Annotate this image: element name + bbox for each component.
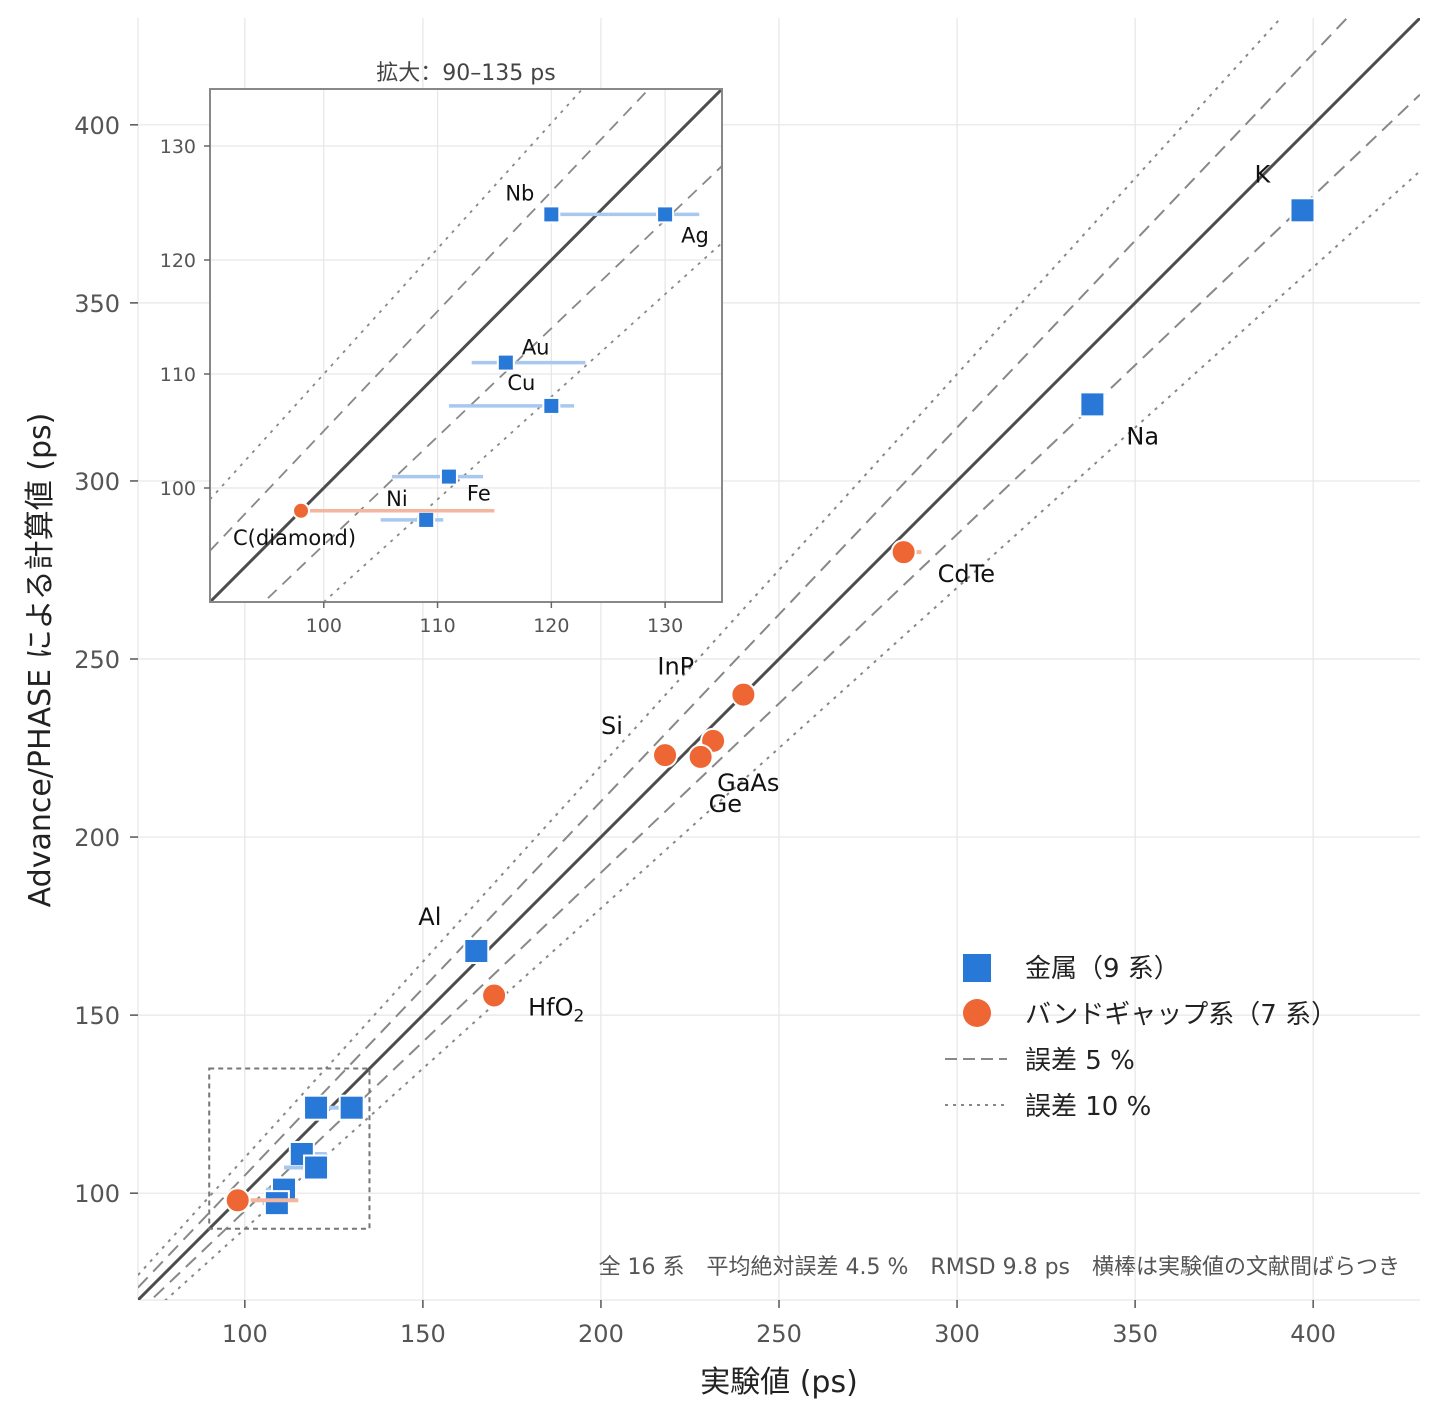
- y-axis-label: Advance/PHASE による計算値 (ps): [23, 413, 58, 908]
- point-label: Ni: [386, 487, 408, 511]
- point-label: HfO2: [528, 994, 584, 1027]
- main-y-tick-label: 200: [74, 824, 120, 852]
- main-y-tick-label: 350: [74, 290, 120, 318]
- inset-x-tick-label: 100: [306, 615, 342, 637]
- point-label: Fe: [467, 482, 491, 506]
- data-point-square: [417, 510, 436, 529]
- data-point-square: [338, 1094, 365, 1121]
- inset-x-tick-label: 120: [533, 615, 569, 637]
- inset-x-tick-label: 130: [647, 615, 683, 637]
- data-point-square: [542, 396, 561, 415]
- data-point-square: [303, 1154, 330, 1181]
- main-y-tick-label: 250: [74, 646, 120, 674]
- legend-metal-label: 金属（9 系）: [1025, 954, 1180, 984]
- inset-points: Nb Ag Au Cu Fe Ni C(diamond): [233, 181, 709, 549]
- inset-frame: [209, 88, 723, 603]
- data-point-square: [439, 467, 458, 486]
- point-label: Si: [601, 712, 623, 740]
- data-point-square: [1289, 197, 1316, 224]
- main-x-tick-label: 250: [756, 1320, 802, 1348]
- data-point-circle: [687, 743, 714, 770]
- main-y-tick-label: 400: [74, 112, 120, 140]
- main-x-tick-label: 200: [578, 1320, 624, 1348]
- data-point-circle: [224, 1187, 251, 1214]
- reference-line: [210, 89, 584, 501]
- data-point-circle: [730, 681, 757, 708]
- legend-metal-marker: [963, 954, 991, 982]
- reference-line: [210, 89, 651, 552]
- zoom-region-box: [208, 1067, 371, 1230]
- legend: 金属（9 系） バンドギャップ系（7 系） 誤差 5 % 誤差 10 %: [945, 954, 1337, 1122]
- reference-line: [138, 18, 1283, 1276]
- x-axis-label: 実験値 (ps): [700, 1365, 858, 1400]
- point-label: Al: [418, 903, 441, 931]
- main-points: K Na Al CdTe InP GaAs Si Ge HfO2: [224, 160, 1316, 1217]
- inset-x-tick-label: 110: [419, 615, 455, 637]
- data-point-circle: [481, 982, 508, 1009]
- reference-line: [138, 18, 1349, 1289]
- point-label: InP: [657, 653, 694, 681]
- point-label: C(diamond): [233, 526, 356, 550]
- point-label: K: [1254, 160, 1271, 188]
- inset-y-tick-label: 110: [160, 364, 196, 386]
- inset-tick-labels: 100 110 120 130 100 110 120 130: [160, 136, 684, 637]
- inset-zoom-panel: Nb Ag Au Cu Fe Ni C(diamond) 100 110 120 130 100 11…: [160, 61, 723, 637]
- point-label: Ge: [709, 790, 742, 818]
- main-y-tick-label: 100: [74, 1180, 120, 1208]
- data-point-square: [263, 1190, 290, 1217]
- data-point-square: [496, 353, 515, 372]
- main-y-tick-label: 300: [74, 468, 120, 496]
- data-point-circle: [292, 501, 311, 520]
- main-x-tick-label: 300: [934, 1320, 980, 1348]
- data-point-circle: [890, 539, 917, 566]
- point-label: Ag: [681, 223, 709, 247]
- inset-y-tick-label: 130: [160, 136, 196, 158]
- data-point-square: [303, 1094, 330, 1121]
- summary-note: 全 16 系 平均絶対誤差 4.5 % RMSD 9.8 ps 横棒は実験値の文…: [599, 1255, 1400, 1280]
- inset-title: 拡大：90–135 ps: [376, 61, 555, 86]
- point-label: Au: [522, 336, 550, 360]
- main-x-tick-label: 400: [1290, 1320, 1336, 1348]
- point-label: Nb: [505, 181, 534, 205]
- legend-bandgap-marker: [963, 999, 991, 1027]
- legend-err10-label: 誤差 10 %: [1025, 1092, 1151, 1122]
- point-label: Cu: [507, 371, 535, 395]
- point-label: GaAs: [717, 769, 779, 797]
- legend-err5-label: 誤差 5 %: [1025, 1046, 1135, 1076]
- data-point-square: [542, 205, 561, 224]
- data-point-circle: [652, 742, 679, 769]
- legend-bandgap-label: バンドギャップ系（7 系）: [1025, 1000, 1337, 1030]
- reference-line: [322, 242, 722, 602]
- point-label-subscript: 2: [574, 1007, 585, 1027]
- main-x-tick-label: 350: [1112, 1320, 1158, 1348]
- main-tick-labels: 100 150 200 250 300 350 400 100 150 200 250 300 350 4…: [74, 112, 1336, 1348]
- reference-line: [262, 165, 722, 602]
- inset-grid: [210, 89, 722, 602]
- reference-line: [138, 18, 1420, 1300]
- data-point-square: [656, 205, 675, 224]
- inset-y-tick-label: 120: [160, 250, 196, 272]
- data-point-square: [1079, 391, 1106, 418]
- main-x-tick-label: 150: [400, 1320, 446, 1348]
- data-point-square: [463, 938, 490, 965]
- inset-y-tick-label: 100: [160, 478, 196, 500]
- point-label: Na: [1126, 422, 1159, 450]
- main-y-tick-label: 150: [74, 1002, 120, 1030]
- point-label: CdTe: [938, 560, 995, 588]
- main-x-tick-label: 100: [222, 1320, 268, 1348]
